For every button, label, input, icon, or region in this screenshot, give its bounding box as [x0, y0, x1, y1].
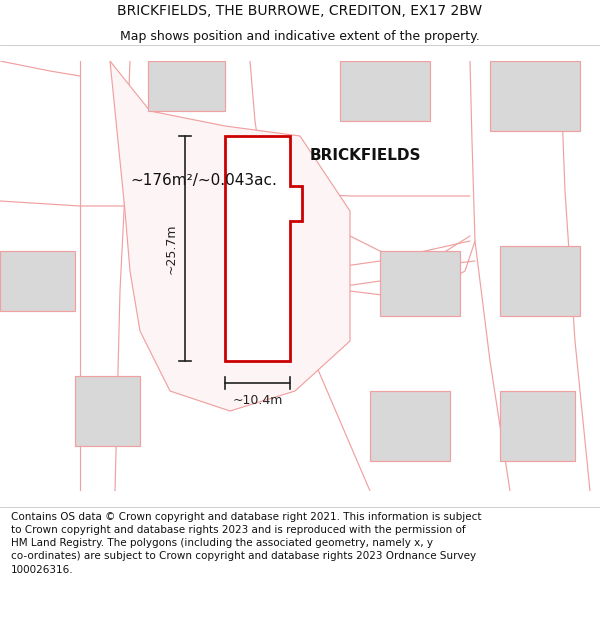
Text: BRICKFIELDS, THE BURROWE, CREDITON, EX17 2BW: BRICKFIELDS, THE BURROWE, CREDITON, EX17…: [118, 4, 482, 18]
Polygon shape: [500, 391, 575, 461]
Text: ~176m²/~0.043ac.: ~176m²/~0.043ac.: [130, 174, 277, 189]
Text: ~25.7m: ~25.7m: [164, 223, 178, 274]
Text: Map shows position and indicative extent of the property.: Map shows position and indicative extent…: [120, 31, 480, 43]
Text: Contains OS data © Crown copyright and database right 2021. This information is : Contains OS data © Crown copyright and d…: [11, 512, 481, 574]
Polygon shape: [380, 251, 460, 316]
Polygon shape: [75, 376, 140, 446]
Polygon shape: [490, 61, 580, 131]
Polygon shape: [370, 391, 450, 461]
Polygon shape: [500, 246, 580, 316]
Polygon shape: [148, 61, 225, 111]
Polygon shape: [0, 251, 75, 311]
Text: BRICKFIELDS: BRICKFIELDS: [310, 149, 421, 164]
Polygon shape: [225, 136, 302, 361]
Polygon shape: [340, 61, 430, 121]
Polygon shape: [110, 61, 350, 411]
Text: ~10.4m: ~10.4m: [232, 394, 283, 408]
